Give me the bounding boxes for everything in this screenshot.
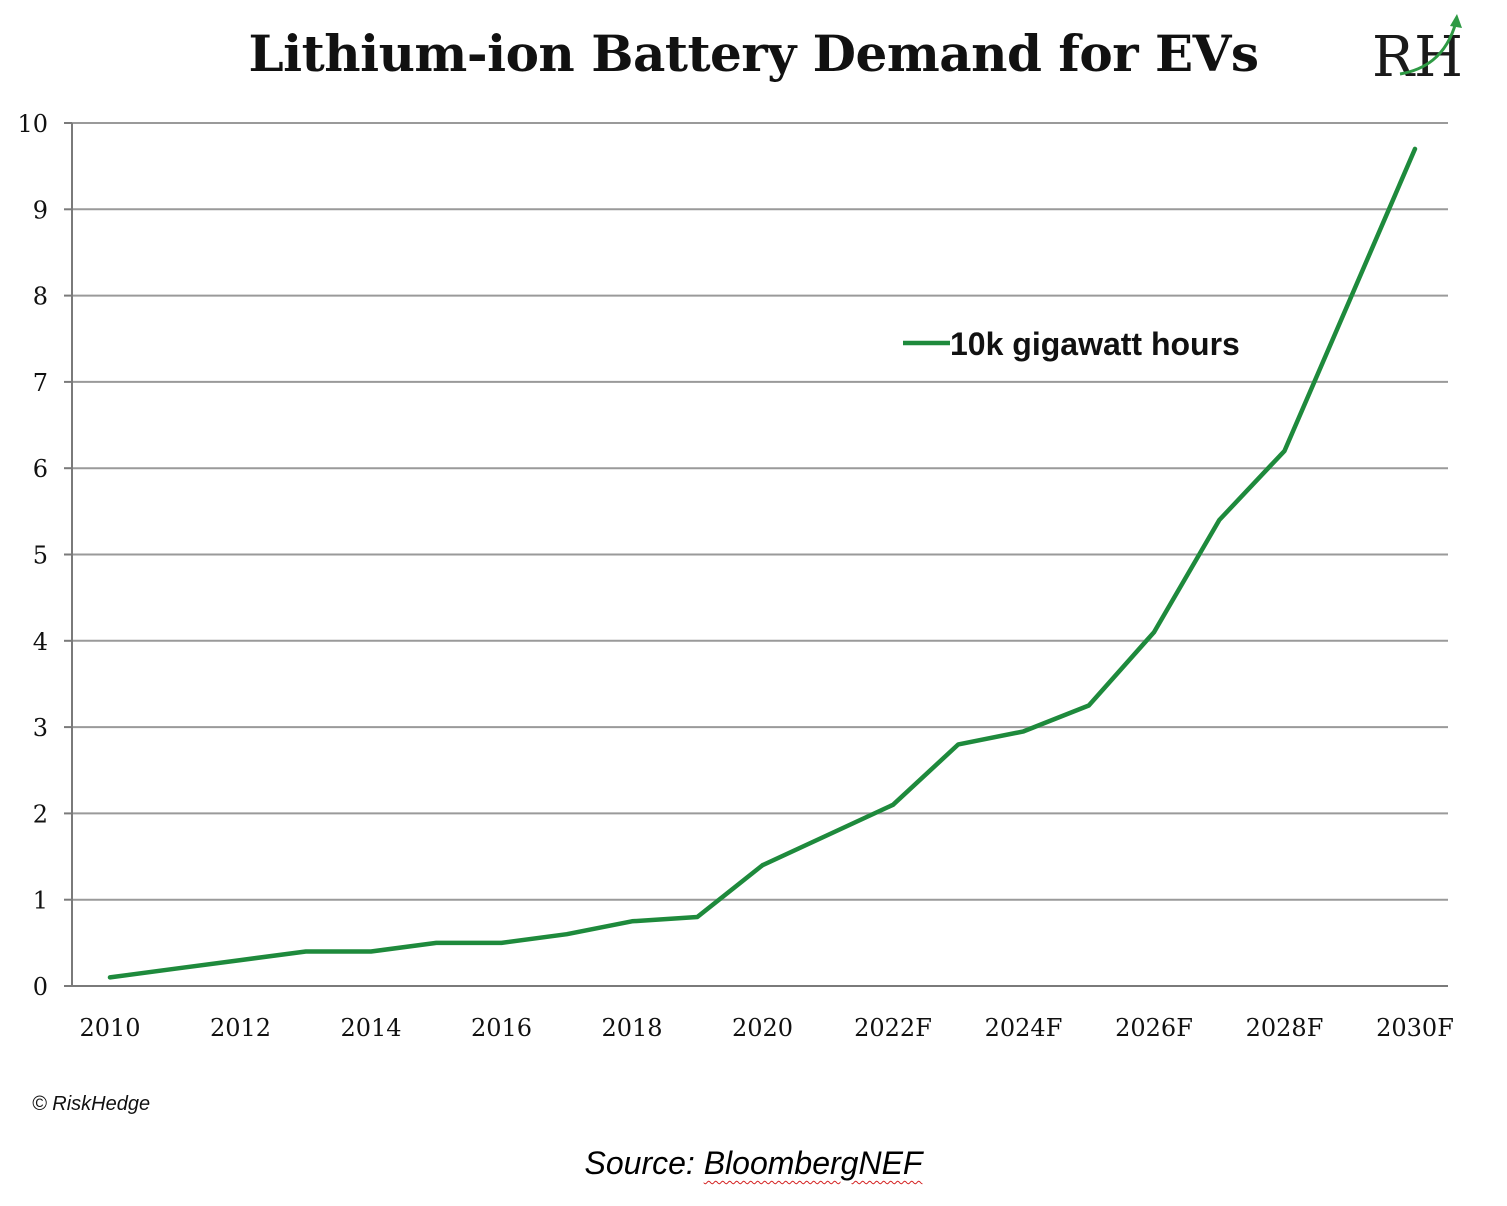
y-tick-label: 1 (33, 887, 48, 915)
svg-text:RH: RH (1372, 25, 1463, 88)
copyright-note: © RiskHedge (32, 1093, 151, 1115)
source-line: Source: BloombergNEF (0, 1145, 1507, 1182)
x-tick-label: 2012 (210, 1014, 271, 1042)
axes (64, 122, 1448, 987)
x-tick-label: 2022F (854, 1014, 932, 1042)
y-tick-label: 6 (33, 455, 48, 483)
riskhedge-logo: RH (1372, 14, 1463, 88)
y-tick-label: 9 (33, 196, 48, 224)
y-tick-label: 2 (33, 800, 48, 828)
x-tick-label: 2010 (79, 1014, 140, 1042)
y-tick-label: 4 (33, 628, 48, 656)
y-tick-label: 10 (17, 110, 48, 138)
y-tick-label: 0 (33, 973, 48, 1001)
x-tick-label: 2026F (1115, 1014, 1193, 1042)
x-tick-label: 2016 (471, 1014, 532, 1042)
legend-label: 10k gigawatt hours (950, 326, 1240, 362)
source-prefix: Source: (584, 1145, 704, 1181)
chart-title: Lithium-ion Battery Demand for EVs (248, 24, 1259, 83)
legend: 10k gigawatt hours (903, 326, 1240, 362)
source-name: BloombergNEF (703, 1145, 923, 1181)
x-tick-label: 2020 (732, 1014, 793, 1042)
y-tick-label: 8 (33, 283, 48, 311)
x-tick-label: 2018 (601, 1014, 662, 1042)
y-tick-label: 3 (33, 714, 48, 742)
y-tick-label: 7 (33, 369, 48, 397)
y-tick-labels: 0 1 2 3 4 5 6 7 8 9 10 (17, 110, 48, 1001)
x-tick-label: 2028F (1246, 1014, 1324, 1042)
grid-lines (72, 122, 1448, 901)
x-tick-label: 2030F (1376, 1014, 1454, 1042)
y-tick-label: 5 (33, 542, 48, 570)
series-lines (107, 146, 1418, 980)
x-tick-label: 2024F (985, 1014, 1063, 1042)
x-tick-labels: 2010 2012 2014 2016 2018 2020 2022F 2024F 2026F 2… (79, 1014, 1453, 1042)
x-tick-label: 2014 (340, 1014, 401, 1042)
series-line (107, 146, 1418, 980)
